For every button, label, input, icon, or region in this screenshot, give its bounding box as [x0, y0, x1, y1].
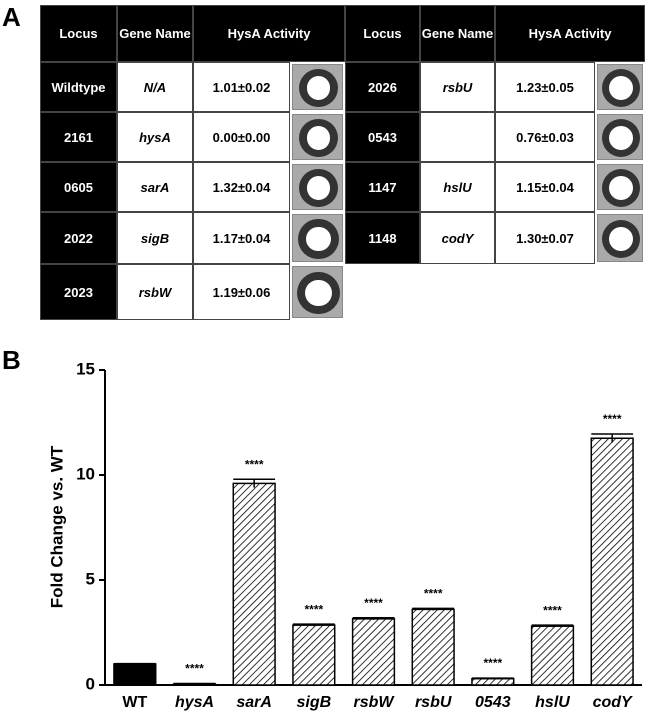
plate-image	[292, 64, 343, 110]
plate-image	[597, 64, 643, 110]
panel-label: B	[2, 345, 21, 375]
gene-name: sigB	[117, 212, 193, 264]
gene-name: hysA	[117, 112, 193, 162]
locus: 1148	[345, 212, 420, 264]
x-tick-label: codY	[593, 694, 633, 711]
activity: 1.30±0.07	[495, 212, 595, 264]
y-tick-label: 0	[86, 674, 95, 693]
x-tick-label: rsbU	[415, 694, 452, 711]
x-tick-label: sarA	[236, 694, 272, 711]
gene-name	[420, 112, 495, 162]
x-tick-label: sigB	[296, 694, 331, 711]
locus: 0605	[40, 162, 117, 212]
activity: 0.00±0.00	[193, 112, 290, 162]
significance: ****	[603, 412, 622, 426]
x-tick-label: rsbW	[354, 694, 396, 711]
locus: 2022	[40, 212, 117, 264]
well	[609, 176, 633, 200]
locus: 2023	[40, 264, 117, 320]
gene-name: N/A	[117, 62, 193, 112]
well	[609, 126, 633, 150]
x-tick-label: hslU	[535, 694, 570, 711]
gene-name: hslU	[420, 162, 495, 212]
header-cell: Locus	[40, 5, 117, 62]
significance: ****	[245, 457, 264, 471]
bar	[113, 663, 157, 686]
activity: 1.32±0.04	[193, 162, 290, 212]
locus: 2161	[40, 112, 117, 162]
plate-image	[597, 114, 643, 160]
well	[609, 227, 633, 251]
table: A Locus Gene Name HysA Activity Wildtype N/A…	[0, 0, 650, 330]
plate-image	[292, 114, 343, 160]
activity: 1.15±0.04	[495, 162, 595, 212]
plate-image	[292, 266, 343, 318]
significance: ****	[483, 656, 502, 670]
plate-image	[292, 214, 343, 262]
significance: ****	[304, 602, 323, 616]
plate-image	[597, 164, 643, 210]
significance: ****	[185, 662, 204, 676]
panel-label: A	[2, 2, 21, 32]
bar	[411, 608, 455, 686]
activity: 1.17±0.04	[193, 212, 290, 264]
y-axis-label: Fold Change vs. WT	[47, 445, 66, 608]
bar	[232, 482, 276, 686]
activity: 0.76±0.03	[495, 112, 595, 162]
y-tick-label: 5	[86, 569, 95, 588]
bar	[471, 677, 515, 686]
gene-name: codY	[420, 212, 495, 264]
activity: 1.23±0.05	[495, 62, 595, 112]
bar	[530, 625, 575, 686]
x-tick-label: hysA	[175, 694, 214, 711]
activity: 1.01±0.02	[193, 62, 290, 112]
activity: 1.19±0.06	[193, 264, 290, 320]
header-cell: Gene Name	[420, 5, 495, 62]
significance: ****	[364, 596, 383, 610]
header-cell: Locus	[345, 5, 420, 62]
bar	[351, 618, 396, 686]
plate-image	[292, 164, 343, 210]
well	[609, 76, 633, 100]
significance: ****	[543, 603, 562, 617]
gene-name: rsbU	[420, 62, 495, 112]
well	[306, 176, 331, 200]
x-tick-label: WT	[122, 694, 147, 711]
header-cell: Gene Name	[117, 5, 193, 62]
plate-image	[597, 214, 643, 262]
y-tick-label: 10	[76, 464, 95, 483]
bar	[590, 437, 634, 686]
locus: 2026	[345, 62, 420, 112]
significance: ****	[424, 587, 443, 601]
gene-name: sarA	[117, 162, 193, 212]
well	[306, 76, 331, 100]
well	[306, 126, 331, 150]
header-cell: HysA Activity	[495, 5, 645, 62]
well	[305, 279, 332, 307]
header-cell: HysA Activity	[193, 5, 345, 62]
gene-name: rsbW	[117, 264, 193, 320]
y-tick-label: 15	[76, 359, 95, 378]
bar	[292, 624, 336, 686]
well	[306, 226, 331, 252]
locus: 0543	[345, 112, 420, 162]
locus: Wildtype	[40, 62, 117, 112]
x-tick-label: 0543	[475, 694, 511, 711]
locus: 1147	[345, 162, 420, 212]
